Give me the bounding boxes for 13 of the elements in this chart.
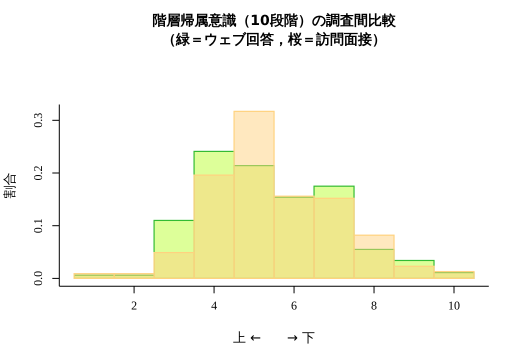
y-tick-label: 0.3 [31, 112, 45, 128]
x-tick-label: 6 [291, 298, 298, 312]
y-tick-label: 0.0 [31, 270, 45, 286]
y-tick-label: 0.1 [31, 218, 45, 234]
x-tick-label: 8 [371, 298, 378, 312]
y-tick-label: 0.2 [31, 166, 45, 181]
x-tick-label: 10 [448, 298, 460, 312]
x-axis-title: 上 ← → 下 [233, 331, 316, 346]
chart-title: 階層帰属意識（10段階）の調査間比較 [152, 12, 397, 29]
y-axis-title: 割合 [3, 172, 18, 198]
x-tick-label: 2 [131, 298, 138, 312]
x-tick-label: 4 [211, 298, 218, 312]
chart-subtitle: （緑＝ウェブ回答，桜＝訪問面接） [162, 31, 386, 48]
